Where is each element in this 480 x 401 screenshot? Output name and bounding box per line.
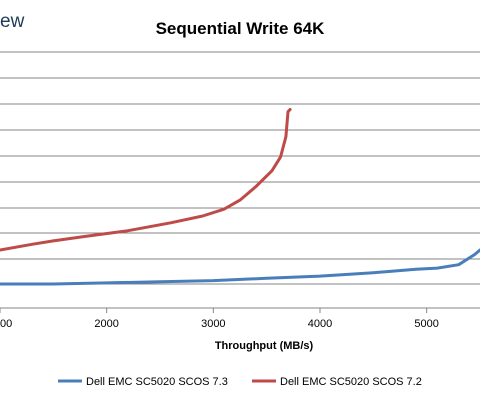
x-tick-label-3: 4000 <box>308 318 332 330</box>
x-tick-label-2: 3000 <box>201 318 225 330</box>
gridlines <box>0 51 480 285</box>
x-tick-label-4: 5000 <box>414 318 438 330</box>
chart-title: Sequential Write 64K <box>156 19 326 38</box>
x-tick-label-1: 2000 <box>94 318 118 330</box>
x-tick-label-0: 1000 <box>0 318 12 330</box>
legend-label-0: Dell EMC SC5020 SCOS 7.3 <box>86 376 228 388</box>
logo-text: ew <box>0 11 25 32</box>
x-axis-label: Throughput (MB/s) <box>215 340 314 352</box>
legend: Dell EMC SC5020 SCOS 7.3 Dell EMC SC5020 … <box>58 376 422 388</box>
series-line-1 <box>0 108 292 252</box>
series-lines <box>0 108 480 286</box>
x-axis: 1000 2000 3000 4000 5000 <box>0 307 480 330</box>
series-line-0 <box>0 248 480 286</box>
legend-label-1: Dell EMC SC5020 SCOS 7.2 <box>280 376 422 388</box>
